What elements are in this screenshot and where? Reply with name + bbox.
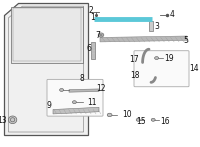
Circle shape xyxy=(151,118,155,121)
Bar xyxy=(149,21,153,31)
Text: 13: 13 xyxy=(0,116,6,125)
Polygon shape xyxy=(11,7,83,63)
Circle shape xyxy=(155,57,159,60)
Text: 14: 14 xyxy=(190,64,199,73)
Text: 1: 1 xyxy=(90,13,95,22)
Ellipse shape xyxy=(8,116,17,124)
FancyBboxPatch shape xyxy=(47,79,103,116)
Text: 8: 8 xyxy=(80,74,84,83)
Bar xyxy=(91,42,95,59)
Circle shape xyxy=(72,101,76,104)
Text: 2: 2 xyxy=(88,6,93,15)
Text: 11: 11 xyxy=(88,98,97,107)
Text: 6: 6 xyxy=(87,44,92,53)
Text: 4: 4 xyxy=(170,10,174,20)
Polygon shape xyxy=(53,107,99,114)
Text: 5: 5 xyxy=(184,36,188,45)
Circle shape xyxy=(107,113,112,117)
Text: 16: 16 xyxy=(160,117,170,126)
Text: 18: 18 xyxy=(130,71,140,80)
Text: 19: 19 xyxy=(164,54,174,63)
FancyBboxPatch shape xyxy=(134,51,189,87)
Text: 17: 17 xyxy=(129,55,138,64)
Polygon shape xyxy=(69,89,99,92)
Text: 10: 10 xyxy=(122,110,132,119)
Text: 12: 12 xyxy=(96,84,106,93)
Text: 15: 15 xyxy=(136,117,146,126)
Text: 7: 7 xyxy=(96,31,100,40)
Polygon shape xyxy=(100,36,187,42)
Circle shape xyxy=(136,118,140,121)
Polygon shape xyxy=(4,3,88,135)
Circle shape xyxy=(98,33,104,37)
Text: 3: 3 xyxy=(154,22,159,31)
Circle shape xyxy=(60,88,64,91)
Text: 9: 9 xyxy=(47,101,52,110)
